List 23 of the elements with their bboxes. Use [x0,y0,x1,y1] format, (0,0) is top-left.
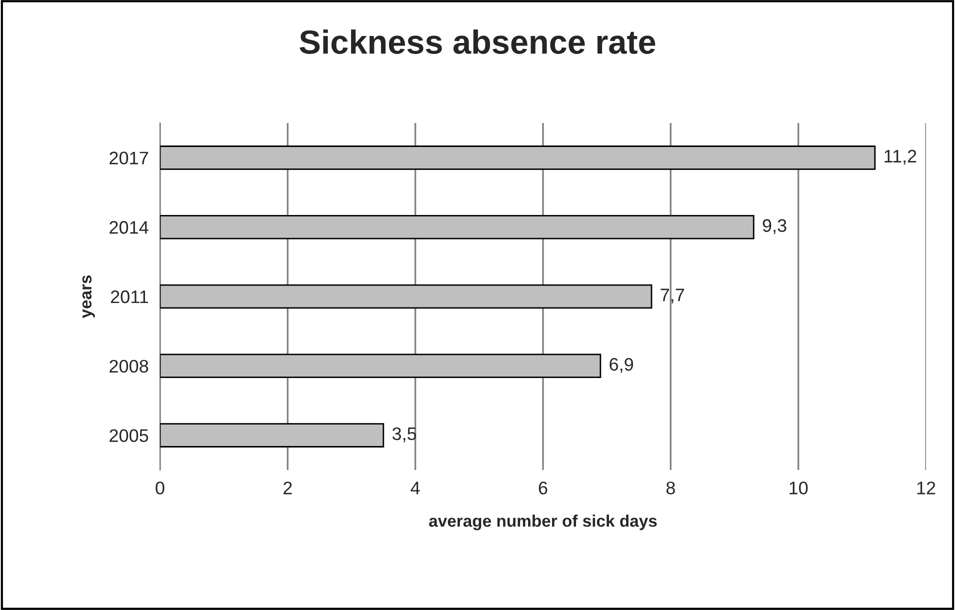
data-label: 11,2 [884,150,916,165]
x-tick-label: 0 [156,482,164,494]
bar [160,146,876,170]
data-label: 9,3 [762,219,786,234]
x-tick-label: 4 [410,482,420,494]
y-tick-label: 2005 [110,429,148,442]
x-tick-label: 6 [538,482,548,494]
x-axis-title: average number of sick days [429,514,657,530]
bar [160,423,384,448]
y-tick-label: 2014 [110,221,148,234]
chart-title: Sickness absence rate [300,29,656,54]
y-tick-label: 2017 [110,152,148,164]
x-tick-label: 2 [284,482,292,494]
x-tick-label: 12 [917,482,936,494]
y-axis-title: years [82,275,95,318]
y-tick-label: 2008 [110,360,148,373]
data-label: 6,9 [610,358,634,373]
x-tick-label: 10 [790,482,808,494]
y-tick-label: 2011 [110,290,148,304]
bar [160,214,754,240]
x-tick-label: 8 [666,482,675,494]
bar [160,354,602,378]
bar [160,284,652,309]
